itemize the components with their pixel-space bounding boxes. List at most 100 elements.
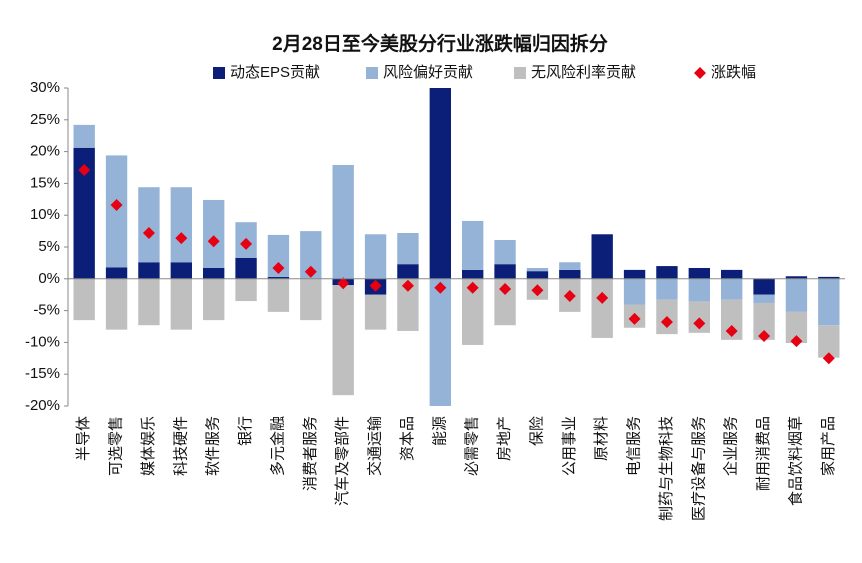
x-tick-label: 可选零售 [108, 416, 125, 476]
x-tick-label: 汽车及零部件 [334, 416, 351, 506]
bar-segment [494, 240, 516, 265]
bar-segment [494, 264, 516, 279]
bar-segment [267, 276, 290, 279]
bar-segment [721, 278, 743, 300]
marker [499, 282, 512, 295]
bar-segment [332, 164, 354, 279]
x-tick-label: 公用事业 [561, 416, 578, 476]
bar-segment [526, 271, 549, 279]
x-tick-label: 必需零售 [464, 416, 481, 476]
marker [628, 312, 641, 325]
marker [272, 261, 285, 274]
marker [822, 352, 835, 365]
bar-segment [785, 311, 808, 344]
bar-segment [73, 147, 95, 279]
marker [790, 335, 803, 348]
x-tick-label: 交通运输 [366, 416, 384, 476]
x-tick-label: 保险 [528, 416, 545, 446]
bar-segment [688, 301, 710, 333]
bar-segment [623, 278, 646, 305]
bar-segment [559, 262, 581, 270]
bar-segment [138, 262, 160, 279]
y-tick-label: 0% [38, 270, 60, 287]
x-tick-label: 多元金融 [269, 416, 286, 476]
y-tick-label: -5% [33, 302, 60, 319]
bar-segment [203, 278, 225, 321]
bar-segment [397, 264, 419, 279]
x-tick-label: 消费者服务 [302, 416, 319, 491]
marker [304, 265, 317, 278]
bar-segment [688, 267, 710, 279]
bar-segment [721, 269, 743, 279]
marker [175, 232, 188, 245]
bar-segment [591, 278, 613, 338]
plot-area [73, 88, 840, 406]
bar-segment [818, 276, 840, 279]
marker [401, 279, 414, 292]
x-tick-label: 电信服务 [626, 416, 643, 476]
bar-segment [397, 233, 419, 265]
bar-segment [623, 269, 646, 279]
marker [207, 235, 220, 248]
bar-segment [332, 285, 354, 396]
bar-segment [170, 278, 192, 330]
bar-segment [105, 155, 128, 268]
bar-segment [235, 278, 257, 302]
marker [240, 237, 253, 250]
bar-segment [591, 234, 613, 279]
bar-segment [656, 266, 678, 279]
bar-segment [170, 262, 192, 279]
y-tick-label: 15% [30, 174, 60, 191]
x-tick-label: 媒体娱乐 [140, 416, 157, 476]
bar-segment [105, 267, 128, 279]
x-tick-label: 医疗设备与服务 [690, 416, 707, 521]
bar-segment [138, 187, 160, 263]
legend-swatch [366, 67, 378, 79]
legend-label: 动态EPS贡献 [230, 64, 320, 81]
bar-segment [818, 325, 840, 358]
marker [693, 317, 706, 330]
bar-segment [656, 278, 678, 300]
bar-segment [203, 199, 225, 268]
y-tick-label: 5% [38, 238, 60, 255]
marker [78, 164, 91, 177]
chart-title: 2月28日至今美股分行业涨跌幅归因拆分 [272, 32, 608, 55]
bar-segment [235, 257, 257, 279]
bar-segment [688, 278, 710, 302]
marker [725, 324, 738, 337]
x-tick-label: 房地产 [496, 416, 513, 461]
marker [434, 281, 447, 294]
marker [337, 277, 350, 290]
marker [758, 330, 771, 343]
bar-segment [364, 294, 387, 330]
bar-segment [785, 276, 808, 279]
x-tick-label: 制药与生物科技 [658, 416, 675, 521]
bar-segment [753, 294, 775, 303]
marker [596, 291, 609, 304]
legend-swatch [514, 67, 526, 79]
marker [369, 279, 382, 292]
legend-marker [694, 67, 706, 79]
x-tick-label: 能源 [431, 416, 448, 446]
legend-swatch [213, 67, 225, 79]
bar-segment [267, 278, 290, 312]
bar-segment [364, 234, 387, 279]
bar-segment [300, 231, 322, 279]
x-tick-label: 家用产品 [820, 416, 837, 476]
y-tick-label: 25% [30, 111, 60, 128]
legend-label: 风险偏好贡献 [383, 64, 473, 81]
y-tick-label: 30% [30, 79, 60, 96]
bar-segment [559, 269, 581, 279]
marker [563, 289, 576, 302]
bar-segment [462, 278, 484, 345]
bar-segment [300, 278, 322, 321]
x-tick-label: 企业服务 [722, 416, 740, 476]
bar-segment [721, 299, 743, 340]
bar-segment [73, 278, 95, 321]
legend-label: 涨跌幅 [711, 64, 756, 81]
x-tick-label: 食品饮料烟草 [787, 416, 804, 506]
x-tick-label: 资本品 [399, 416, 416, 461]
legend-label: 无风险利率贡献 [531, 64, 636, 81]
bar-segment [494, 278, 516, 326]
x-tick-label: 科技硬件 [172, 416, 189, 476]
